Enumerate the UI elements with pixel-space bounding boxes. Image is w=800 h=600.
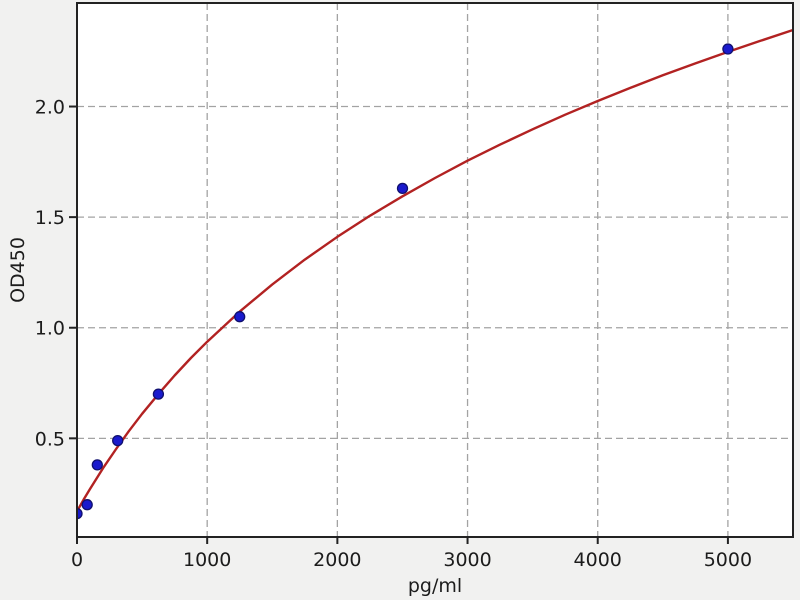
plot-border xyxy=(76,2,794,538)
data-point xyxy=(112,434,124,447)
axes-layer xyxy=(69,2,794,544)
tick-labels-layer: 0 1000 2000 3000 4000 5000 0.5 1.0 1.5 2.0 xyxy=(35,97,752,571)
data-point xyxy=(722,43,734,55)
x-axis-label: pg/ml xyxy=(408,575,462,597)
data-point xyxy=(77,507,83,520)
data-point xyxy=(91,459,103,471)
y-tick-label: 1.5 xyxy=(35,207,65,229)
y-tick-label: 1.0 xyxy=(35,318,65,340)
x-tick-label: 1000 xyxy=(183,549,231,571)
fit-curve xyxy=(77,28,793,513)
x-tick-label: 0 xyxy=(71,549,83,571)
x-tick-label: 3000 xyxy=(443,549,491,571)
y-tick-label: 0.5 xyxy=(35,428,65,450)
data-point xyxy=(81,499,93,511)
y-tick-label: 2.0 xyxy=(35,97,65,119)
x-tick-label: 5000 xyxy=(704,549,752,571)
fit-curve-layer xyxy=(77,28,793,513)
data-point xyxy=(396,182,409,195)
x-tick-label: 2000 xyxy=(313,549,361,571)
data-point xyxy=(234,311,246,323)
plot-background xyxy=(77,3,793,537)
gridlines xyxy=(76,3,793,537)
data-points-layer xyxy=(77,43,734,520)
x-tick-label: 4000 xyxy=(574,549,622,571)
y-axis-label: OD450 xyxy=(7,237,29,303)
plot-area xyxy=(77,3,793,537)
data-point xyxy=(152,388,165,400)
